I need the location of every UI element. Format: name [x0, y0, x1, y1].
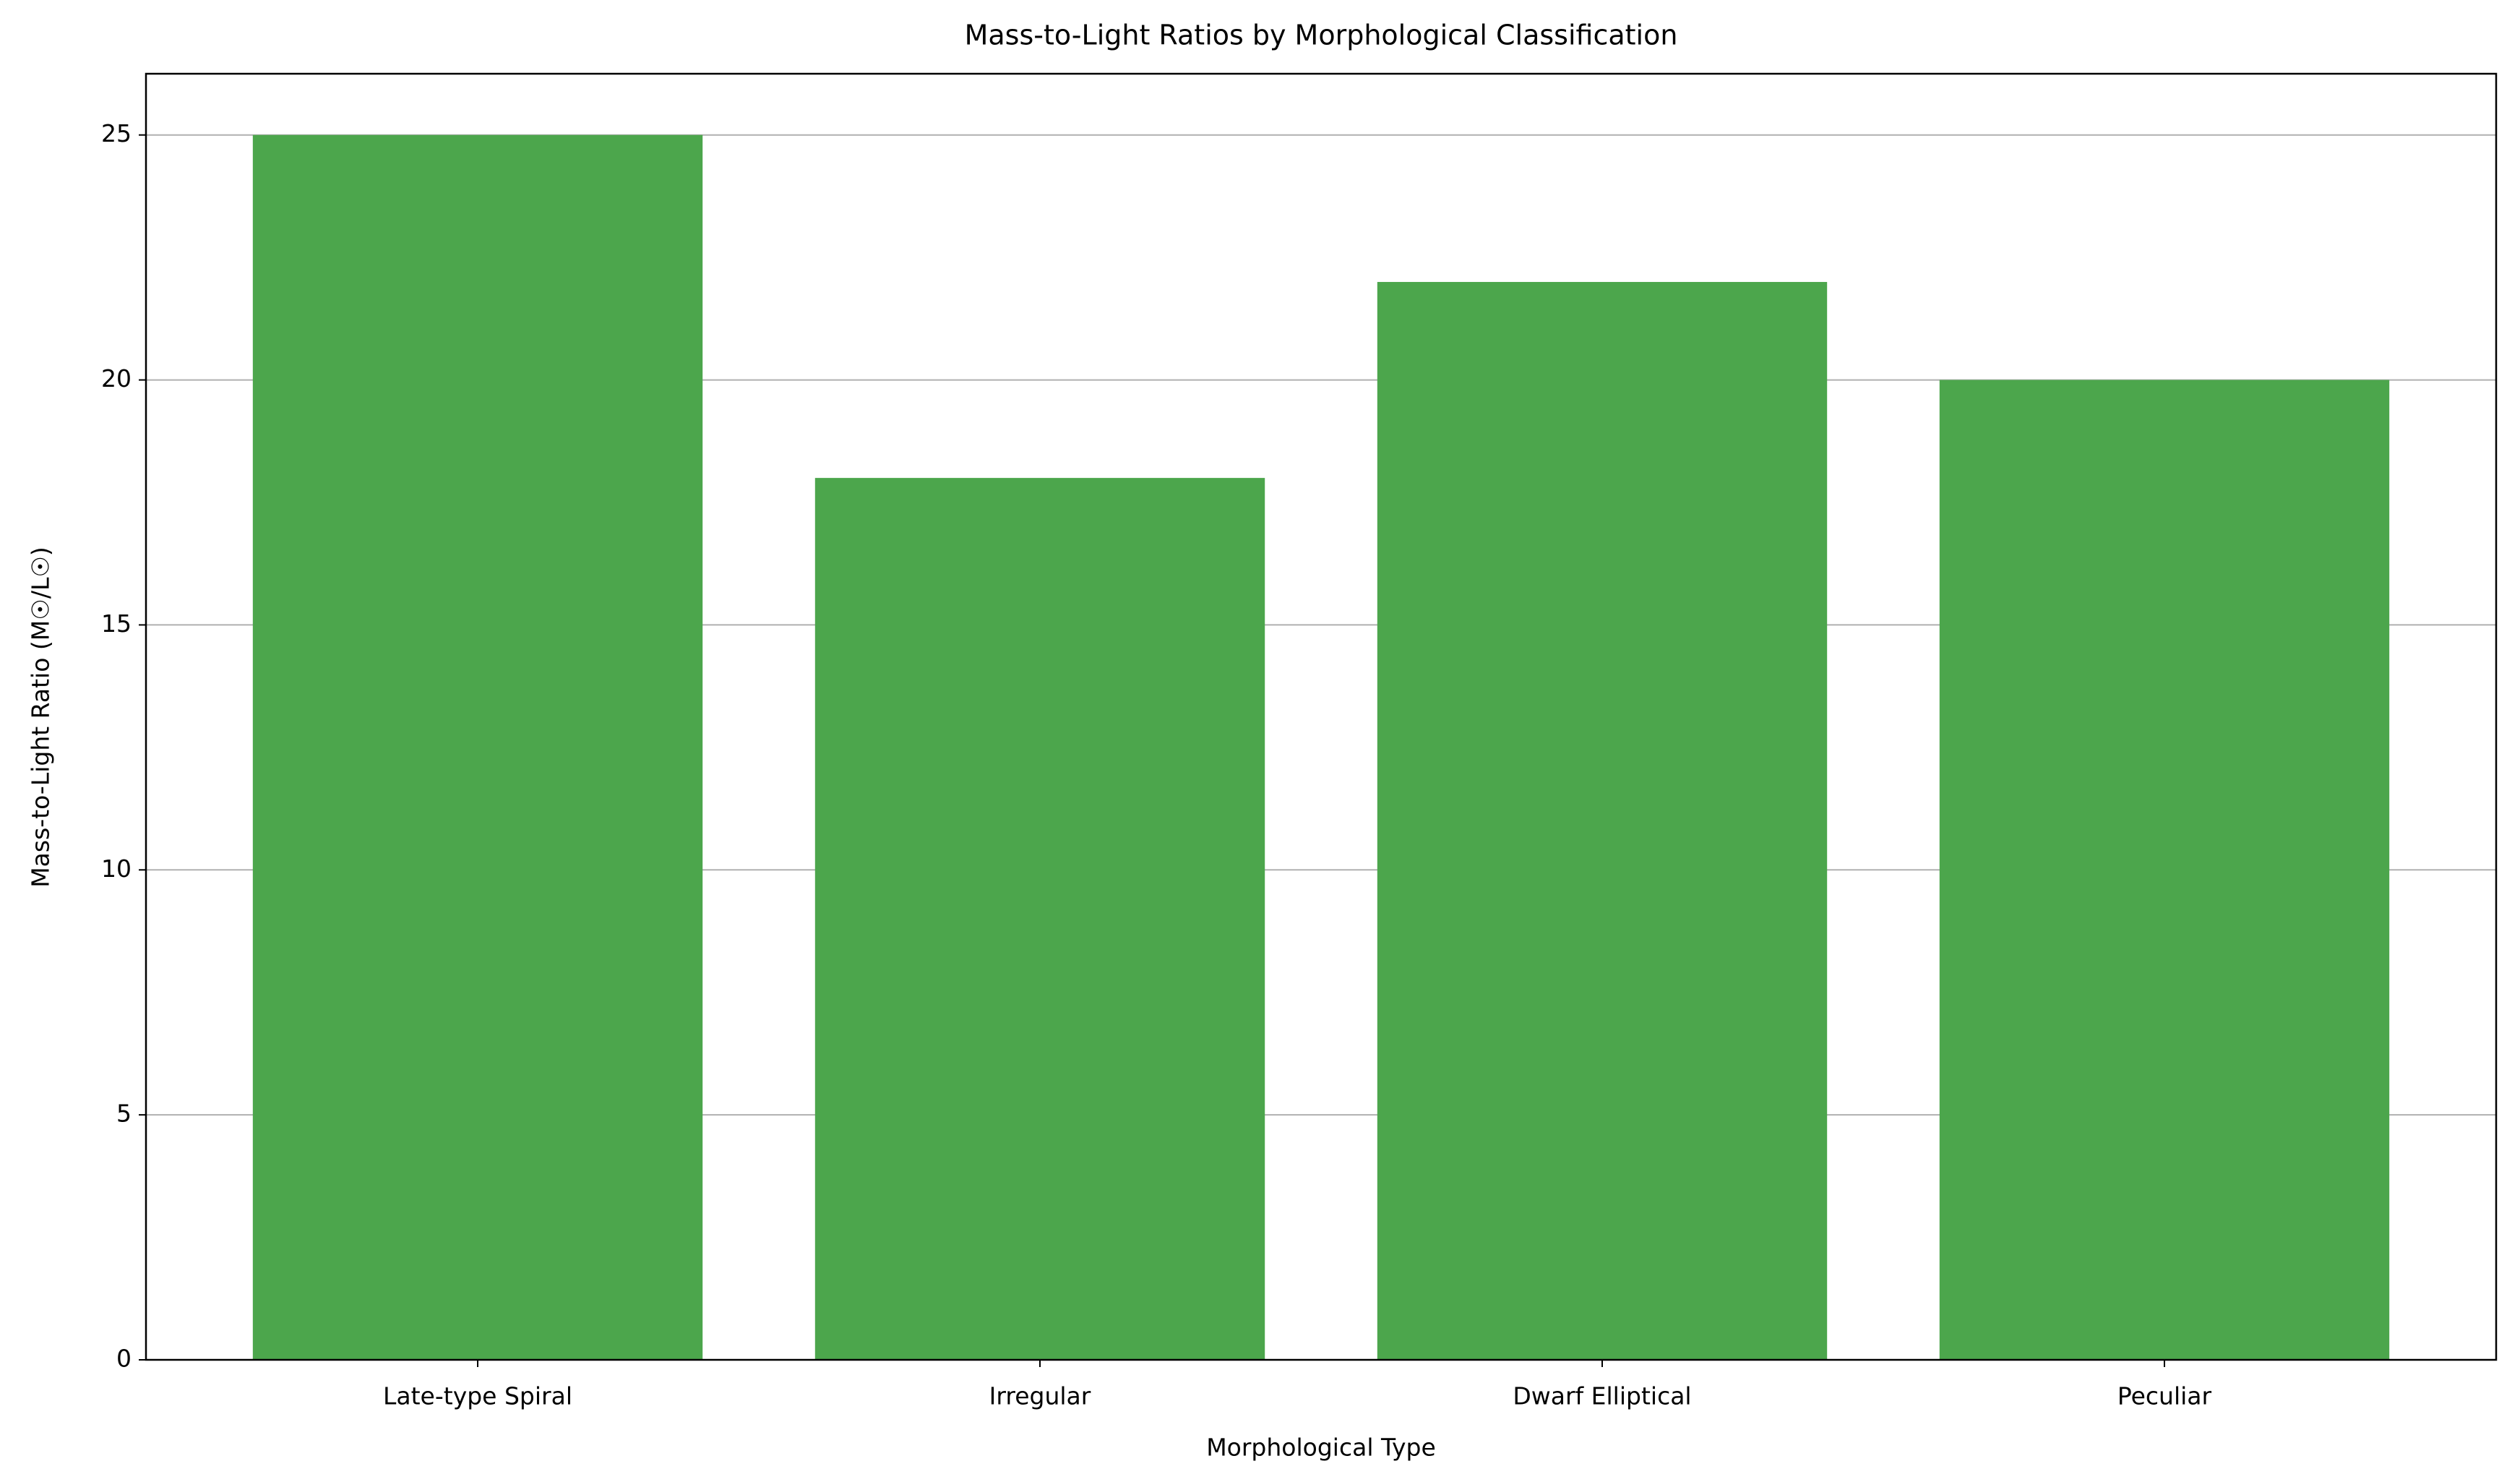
x-tick-label: Irregular	[989, 1382, 1091, 1410]
bar	[252, 134, 703, 1361]
plot-frame	[145, 72, 2498, 1361]
x-tick-label: Late-type Spiral	[383, 1382, 572, 1410]
y-tick-label: 25	[101, 119, 132, 147]
bar	[1939, 380, 2390, 1360]
x-tick-label: Peculiar	[2117, 1382, 2212, 1410]
y-tick-label: 15	[101, 609, 132, 638]
x-tick-label: Dwarf Elliptical	[1513, 1382, 1691, 1410]
bar	[1377, 282, 1828, 1360]
y-tick-label: 20	[101, 364, 132, 393]
y-tick-label: 0	[116, 1345, 132, 1373]
x-axis-label: Morphological Type	[1206, 1434, 1436, 1462]
bar	[814, 478, 1265, 1360]
y-tick-label: 10	[101, 854, 132, 883]
chart-title: Mass-to-Light Ratios by Morphological Cl…	[965, 20, 1678, 51]
y-axis-label: Mass-to-Light Ratio (M☉/L☉)	[27, 547, 55, 888]
y-tick-label: 5	[116, 1100, 132, 1128]
